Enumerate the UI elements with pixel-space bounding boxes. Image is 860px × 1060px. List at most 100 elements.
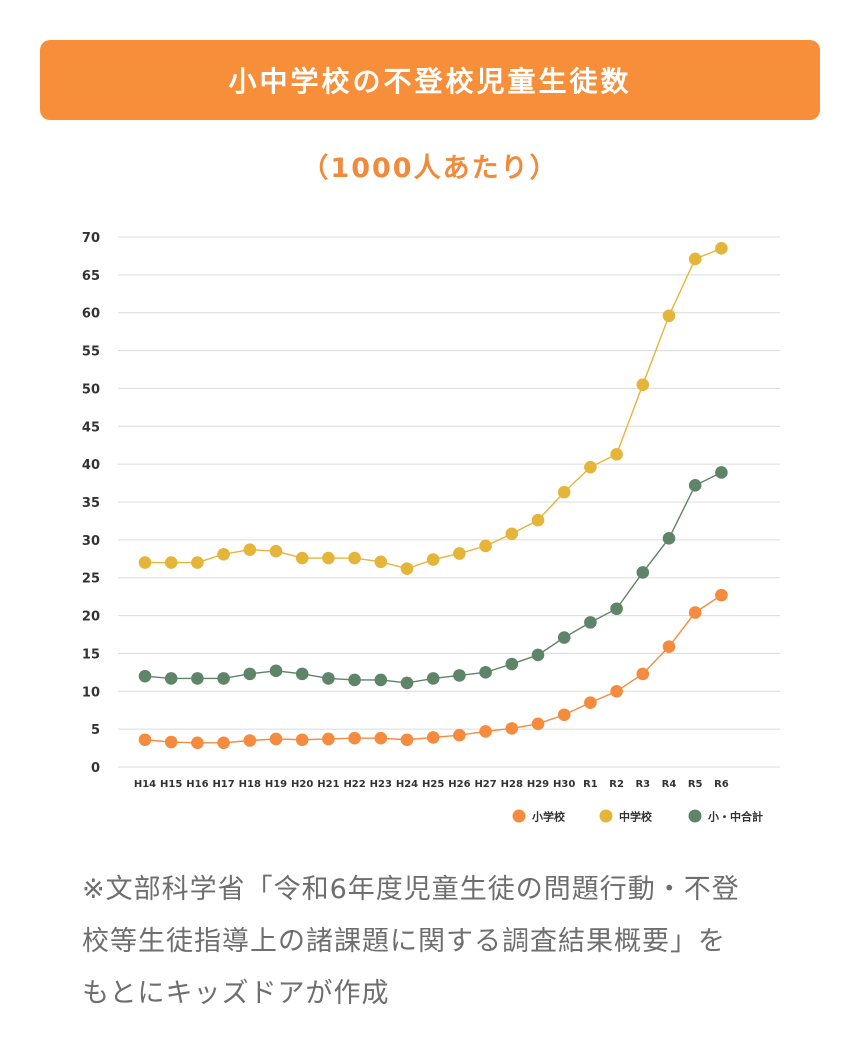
data-point (610, 684, 623, 698)
data-point (715, 466, 728, 479)
data-point (191, 672, 204, 685)
data-point (557, 631, 571, 644)
footnote-line-1: ※文部科学省「令和6年度児童生徒の問題行動・不登 (82, 874, 740, 905)
legend-label-1: 小学校 (531, 810, 566, 824)
data-point (688, 252, 702, 266)
data-point (505, 527, 519, 541)
data-point (138, 556, 152, 569)
data-point (505, 722, 519, 735)
data-point (636, 667, 650, 681)
data-point (295, 667, 309, 681)
data-point (374, 731, 388, 745)
data-point (453, 547, 466, 560)
data-point (400, 562, 414, 575)
y-tick-label: 5 (91, 723, 100, 738)
data-point (584, 696, 597, 709)
data-point (164, 672, 178, 685)
data-point (243, 667, 257, 681)
x-tick-label: H18 (239, 779, 261, 790)
data-point (322, 551, 335, 565)
data-point (400, 676, 414, 690)
data-point (636, 378, 650, 391)
data-point (269, 544, 283, 558)
data-point (715, 242, 728, 255)
data-point (505, 657, 519, 671)
footnote-line-3: もとにキッズドアが作成 (82, 978, 390, 1009)
x-tick-label: H27 (474, 779, 496, 790)
data-point (426, 672, 440, 685)
data-point (400, 733, 414, 747)
data-point (636, 566, 650, 579)
data-point (374, 555, 388, 569)
data-point (715, 588, 728, 602)
data-point (138, 669, 152, 683)
x-tick-label: R4 (662, 779, 677, 790)
y-tick-label: 40 (82, 458, 100, 473)
y-tick-label: 35 (82, 496, 100, 511)
x-tick-label: H17 (212, 779, 234, 790)
data-point (453, 669, 466, 682)
data-point (348, 551, 361, 565)
y-tick-label: 70 (82, 231, 100, 246)
y-tick-label: 30 (82, 534, 100, 549)
data-point (295, 551, 309, 565)
data-point (191, 556, 204, 569)
data-point (295, 733, 309, 747)
x-tick-label: H30 (553, 779, 575, 790)
source-footnote: ※文部科学省「令和6年度児童生徒の問題行動・不登 校等生徒指導上の諸課題に関する… (82, 864, 802, 1020)
data-point (557, 485, 571, 499)
x-tick-label: H24 (396, 779, 418, 790)
x-tick-label: H25 (422, 779, 444, 790)
data-point (531, 717, 545, 731)
data-point (584, 616, 597, 629)
data-point (531, 513, 545, 527)
data-point (269, 664, 283, 678)
x-tick-label: H20 (291, 779, 313, 790)
data-point (426, 553, 440, 566)
y-tick-label: 55 (82, 345, 100, 360)
y-tick-label: 60 (82, 307, 100, 322)
legend-label-3: 小・中合計 (707, 810, 763, 824)
data-point (322, 732, 335, 746)
x-tick-label: H23 (370, 779, 392, 790)
x-tick-label: H16 (186, 779, 208, 790)
data-point (348, 673, 361, 687)
data-point (426, 731, 440, 744)
data-point (243, 734, 257, 747)
footnote-line-2: 校等生徒指導上の諸課題に関する調査結果概要」を (82, 926, 726, 957)
y-tick-label: 65 (82, 269, 100, 284)
data-point (217, 547, 230, 561)
y-tick-label: 50 (82, 382, 100, 397)
data-point (662, 309, 676, 323)
data-point (453, 728, 466, 742)
x-tick-label: H15 (160, 779, 182, 790)
y-tick-label: 0 (91, 761, 100, 776)
y-tick-label: 25 (82, 572, 100, 587)
data-point (374, 673, 388, 687)
chart-subtitle: （1000人あたり） (301, 153, 559, 184)
data-point (217, 736, 230, 750)
data-point (348, 731, 361, 745)
x-tick-label: H22 (343, 779, 365, 790)
legend-label-2: 中学校 (619, 810, 653, 824)
title-banner: 小中学校の不登校児童生徒数 (40, 40, 820, 120)
y-tick-label: 20 (82, 610, 100, 625)
data-point (688, 479, 702, 492)
chart-title: 小中学校の不登校児童生徒数 (228, 65, 632, 98)
data-point (479, 666, 492, 679)
x-tick-label: H19 (265, 779, 287, 790)
y-tick-label: 15 (82, 647, 100, 662)
series-line-1 (144, 594, 722, 744)
x-tick-label: R1 (583, 779, 598, 790)
legend-marker-3 (688, 809, 702, 823)
legend-marker-2 (599, 809, 613, 823)
y-tick-label: 45 (82, 420, 100, 435)
data-point (217, 672, 230, 685)
legend-marker-1 (512, 809, 526, 823)
y-tick-label: 10 (82, 685, 100, 700)
data-point (269, 732, 283, 746)
data-point (479, 539, 492, 553)
data-point (322, 672, 335, 685)
data-point (479, 725, 492, 738)
x-tick-label: H28 (501, 779, 523, 790)
